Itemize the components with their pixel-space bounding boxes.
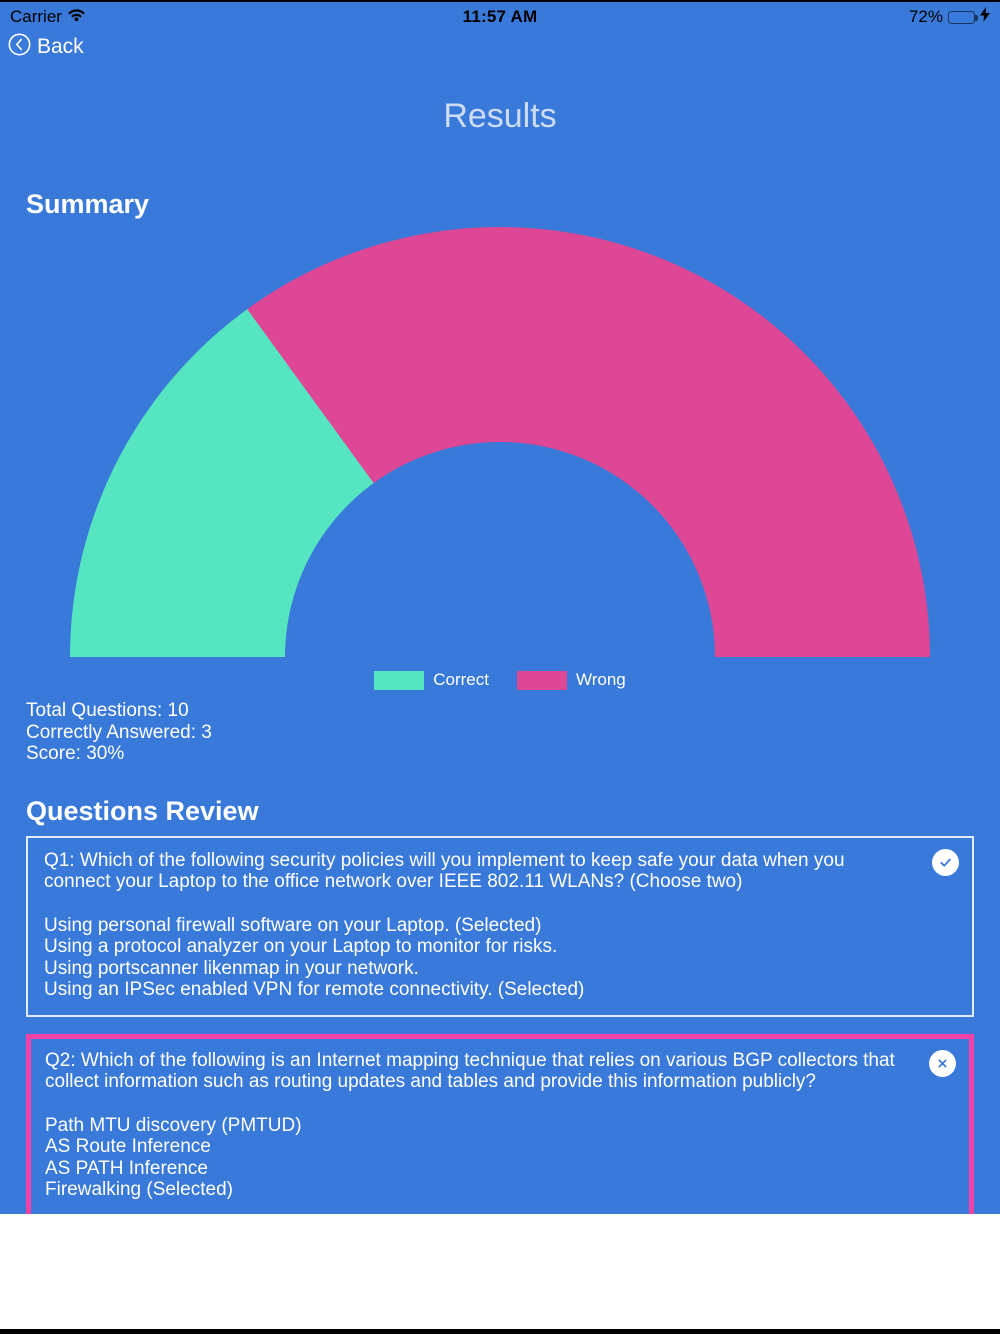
chart-legend: Correct Wrong [0, 670, 1000, 690]
stat-correctly-answered: Correctly Answered: 3 [26, 721, 212, 743]
question-text: Q1: Which of the following security poli… [44, 849, 845, 893]
bottom-bezel-strip [0, 1329, 1000, 1334]
page-title: Results [443, 97, 557, 135]
option-line: Using a protocol analyzer on your Laptop… [44, 936, 558, 957]
legend-swatch-correct [374, 670, 425, 690]
divider [47, 1213, 907, 1214]
stat-score: Score: 30% [26, 743, 125, 764]
option-line: Firewalking (Selected) [45, 1179, 233, 1200]
back-chevron-circle-icon [8, 33, 31, 61]
option-line: Using portscanner likenmap in your netwo… [44, 957, 419, 979]
clock: 11:57 AM [462, 7, 538, 26]
stat-total-questions: Total Questions: 10 [26, 700, 189, 721]
option-line: Using personal firewall software on your… [44, 914, 542, 936]
option-line: AS PATH Inference [45, 1157, 208, 1179]
legend-label-wrong: Wrong [575, 670, 626, 689]
legend-item-correct: Correct [374, 670, 489, 690]
question-card-q2: Q2: Which of the following is an Interne… [26, 1033, 974, 1214]
x-circle-icon [929, 1049, 956, 1077]
back-button[interactable]: Back [8, 32, 118, 62]
check-circle-icon [932, 848, 959, 876]
top-bezel-strip [0, 0, 1000, 2]
legend-item-wrong: Wrong [516, 670, 626, 690]
option-line: Path MTU discovery (PMTUD) [45, 1114, 302, 1136]
status-left: Carrier [10, 7, 86, 27]
review-heading: Questions Review [26, 795, 259, 826]
question-text: Q2: Which of the following is an Interne… [45, 1049, 895, 1093]
charging-bolt-icon [980, 7, 990, 27]
battery-icon [948, 10, 978, 24]
back-label: Back [37, 35, 84, 58]
options-list: Using personal firewall software on your… [44, 915, 912, 1001]
legend-swatch-wrong [516, 670, 567, 690]
carrier-label: Carrier [10, 7, 62, 26]
option-line: AS Route Inference [45, 1136, 211, 1157]
status-right: 72% [909, 7, 990, 27]
option-line: Using an IPSec enabled VPN for remote co… [44, 979, 585, 1000]
results-app-view: Carrier 11:57 AM 72% [0, 2, 1000, 1214]
status-bar: Carrier 11:57 AM 72% [0, 2, 1000, 30]
battery-nub [975, 15, 978, 21]
summary-heading: Summary [26, 189, 150, 219]
half-donut-chart [70, 227, 930, 657]
battery-percent-label: 72% [908, 7, 943, 26]
chart-area [0, 227, 1000, 657]
wifi-icon [67, 7, 86, 27]
options-list: Path MTU discovery (PMTUD) AS Route Infe… [45, 1115, 909, 1201]
summary-stats: Total Questions: 10 Correctly Answered: … [26, 700, 1000, 765]
question-card-q1: Q1: Which of the following security poli… [26, 835, 974, 1017]
legend-label-correct: Correct [433, 670, 489, 689]
